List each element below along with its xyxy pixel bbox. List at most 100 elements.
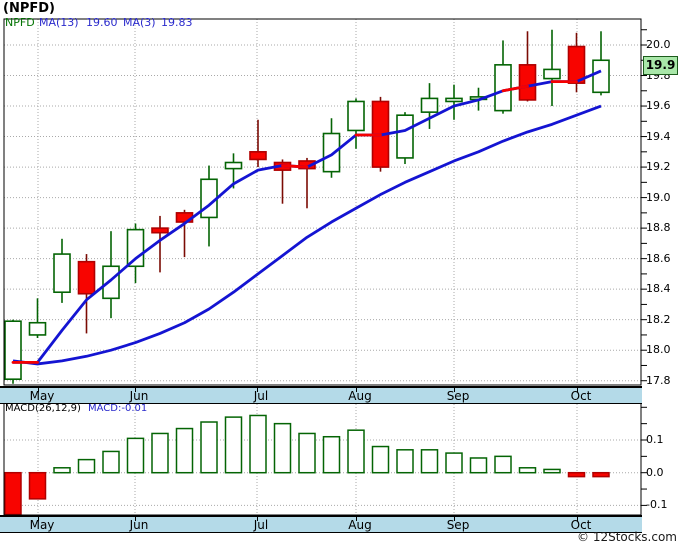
price-tick-label: 18.6 <box>646 251 671 265</box>
month-label: Aug <box>348 389 372 403</box>
ma13-line <box>12 104 602 366</box>
macd-bar-negative <box>567 471 586 478</box>
month-label: Oct <box>570 389 592 403</box>
macd-bar-positive <box>445 452 463 474</box>
legend-ma13-label: MA(13) <box>39 16 79 29</box>
month-tick <box>257 517 258 521</box>
macd-plot-border <box>3 400 642 516</box>
month-label: Sep <box>446 389 470 403</box>
macd-bar-positive <box>298 432 316 474</box>
month-tick <box>257 388 258 392</box>
ma3-red-segment <box>501 84 529 93</box>
candle-body-up <box>4 320 22 380</box>
month-label: Jun <box>129 389 149 403</box>
macd-tick-label: -0.1 <box>646 498 668 512</box>
page-title: (NPFD) <box>3 1 55 16</box>
month-label: Aug <box>348 518 372 532</box>
moving-averages <box>11 69 602 366</box>
month-label: Jun <box>129 518 149 532</box>
macd-bar-positive <box>249 414 267 474</box>
month-tick <box>454 517 455 521</box>
month-axis-main: May Jun Jul Aug Sep Oct <box>0 386 642 404</box>
month-label: May <box>29 518 55 532</box>
month-tick <box>577 388 578 392</box>
macd-bar-positive <box>273 422 292 474</box>
legend-ma13-value: 19.60 <box>86 16 118 29</box>
candle-body-up <box>28 321 47 336</box>
month-tick <box>38 517 39 521</box>
month-label: Jul <box>253 389 269 403</box>
main-plot-border <box>3 18 642 386</box>
candle-body-up <box>126 228 145 268</box>
month-tick <box>356 388 357 392</box>
price-tick-label: 19.4 <box>646 129 671 143</box>
candle-body-up <box>396 114 414 159</box>
month-tick <box>135 517 136 521</box>
candle-body-down <box>518 64 537 101</box>
price-tick-label: 18.0 <box>646 343 671 357</box>
candles <box>4 29 610 384</box>
month-tick <box>38 388 39 392</box>
macd-bar-negative <box>4 471 22 516</box>
ma3-line <box>13 69 602 364</box>
candle-body-down <box>567 45 586 84</box>
candle-body-down <box>77 260 96 295</box>
price-tick-label: 19.0 <box>646 190 671 204</box>
candle-body-down <box>298 160 316 170</box>
macd-bar-positive <box>543 468 561 474</box>
month-tick <box>454 388 455 392</box>
gridlines <box>4 19 641 515</box>
macd-tick-label: 0.1 <box>646 433 664 446</box>
month-axis-macd: May Jun Jul Aug Sep Oct <box>0 515 642 533</box>
candle-body-down <box>151 227 169 234</box>
macd-bar-positive <box>322 435 341 474</box>
price-tick-label: 18.4 <box>646 282 671 296</box>
candle-body-up <box>224 161 243 170</box>
candle-body-up <box>200 178 218 219</box>
macd-bar-positive <box>53 467 71 474</box>
month-label: May <box>29 389 55 403</box>
macd-bar-positive <box>175 427 194 474</box>
month-label: Sep <box>446 518 470 532</box>
ma3-red-segment <box>281 164 309 169</box>
macd-bar-positive <box>126 437 145 474</box>
price-tick-label: 18.2 <box>646 312 671 326</box>
macd-bar-positive <box>494 455 512 474</box>
plot-borders <box>3 18 642 516</box>
macd-bar-positive <box>347 429 365 474</box>
month-tick <box>356 517 357 521</box>
last-price-badge: 19.9 <box>643 56 678 75</box>
axis-ticks <box>641 29 647 506</box>
candle-body-up <box>592 59 610 94</box>
price-tick-label: 18.8 <box>646 221 671 235</box>
price-tick-label: 19.2 <box>646 160 671 174</box>
candle-body-down <box>249 151 267 161</box>
month-tick <box>135 388 136 392</box>
watermark: © 12Stocks.com <box>577 530 677 544</box>
macd-bar-positive <box>200 421 218 474</box>
macd-bar-positive <box>420 449 439 474</box>
candle-body-up <box>445 97 463 103</box>
macd-bar-positive <box>77 458 96 474</box>
macd-bar-positive <box>224 416 243 474</box>
macd-title: MACD(26,12,9) <box>5 403 81 414</box>
legend-ma3-value: 19.83 <box>161 16 193 29</box>
legend-ma3-label: MA(3) <box>123 16 156 29</box>
macd-bar-negative <box>28 471 47 500</box>
macd-bar-positive <box>371 445 390 474</box>
price-tick-label: 17.8 <box>646 373 671 387</box>
candle-body-up <box>494 64 512 112</box>
candle-body-up <box>322 132 341 173</box>
candle-body-up <box>420 97 439 113</box>
macd-histogram <box>4 414 610 516</box>
macd-bar-positive <box>518 467 537 474</box>
candle-body-up <box>102 265 120 300</box>
macd-bar-negative <box>592 471 610 478</box>
month-label: Oct <box>570 518 592 532</box>
price-tick-label: 20.0 <box>646 38 671 51</box>
macd-bar-positive <box>151 432 169 474</box>
legend-ticker: NPFD <box>5 16 35 29</box>
macd-bar-positive <box>469 457 488 474</box>
